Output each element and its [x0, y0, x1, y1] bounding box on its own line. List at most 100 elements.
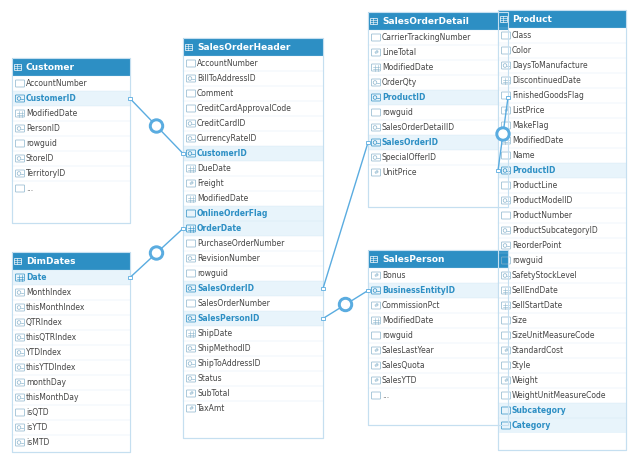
Text: OnlineOrderFlag: OnlineOrderFlag — [197, 209, 268, 218]
Text: Class: Class — [512, 31, 533, 40]
FancyBboxPatch shape — [183, 281, 323, 296]
Text: SalesOrderDetail: SalesOrderDetail — [382, 17, 469, 25]
FancyBboxPatch shape — [12, 76, 130, 91]
FancyBboxPatch shape — [12, 106, 130, 121]
FancyBboxPatch shape — [498, 163, 626, 178]
Text: TerritoryID: TerritoryID — [26, 169, 66, 178]
Circle shape — [153, 249, 160, 257]
Text: ProductModelID: ProductModelID — [512, 196, 572, 205]
FancyBboxPatch shape — [366, 289, 370, 292]
Text: BillToAddressID: BillToAddressID — [197, 74, 256, 83]
Text: CustomerID: CustomerID — [197, 149, 248, 158]
FancyBboxPatch shape — [181, 227, 185, 230]
FancyBboxPatch shape — [183, 236, 323, 251]
FancyBboxPatch shape — [183, 221, 323, 236]
FancyBboxPatch shape — [368, 12, 508, 207]
Text: SalesOrderID: SalesOrderID — [382, 138, 439, 147]
Text: ShipDate: ShipDate — [197, 329, 232, 338]
FancyBboxPatch shape — [128, 276, 132, 279]
Circle shape — [496, 127, 510, 141]
FancyBboxPatch shape — [366, 141, 370, 144]
FancyBboxPatch shape — [498, 73, 626, 88]
Text: isMTD: isMTD — [26, 438, 49, 447]
FancyBboxPatch shape — [368, 30, 508, 45]
FancyBboxPatch shape — [183, 116, 323, 131]
Text: SalesQuota: SalesQuota — [382, 361, 426, 370]
Text: CurrencyRateID: CurrencyRateID — [197, 134, 257, 143]
Text: rowguid: rowguid — [197, 269, 228, 278]
FancyBboxPatch shape — [498, 193, 626, 208]
Text: thisMonthDay: thisMonthDay — [26, 393, 80, 402]
FancyBboxPatch shape — [498, 418, 626, 433]
FancyBboxPatch shape — [183, 206, 323, 221]
Text: QTRIndex: QTRIndex — [26, 318, 63, 327]
Text: Weight: Weight — [512, 376, 539, 385]
Text: isQTD: isQTD — [26, 408, 49, 417]
FancyBboxPatch shape — [12, 91, 130, 106]
FancyBboxPatch shape — [12, 420, 130, 435]
Text: CommissionPct: CommissionPct — [382, 301, 440, 310]
FancyBboxPatch shape — [506, 96, 510, 99]
Text: ProductSubcategoryID: ProductSubcategoryID — [512, 226, 598, 235]
Text: TaxAmt: TaxAmt — [197, 404, 225, 413]
FancyBboxPatch shape — [12, 405, 130, 420]
Text: thisYTDIndex: thisYTDIndex — [26, 363, 76, 372]
FancyBboxPatch shape — [183, 311, 323, 326]
Text: SafetyStockLevel: SafetyStockLevel — [512, 271, 578, 280]
FancyBboxPatch shape — [181, 152, 185, 155]
FancyBboxPatch shape — [368, 388, 508, 403]
FancyBboxPatch shape — [368, 373, 508, 388]
FancyBboxPatch shape — [183, 386, 323, 401]
Text: Comment: Comment — [197, 89, 234, 98]
FancyBboxPatch shape — [183, 56, 323, 71]
FancyBboxPatch shape — [498, 358, 626, 373]
Text: ProductNumber: ProductNumber — [512, 211, 572, 220]
Text: LineTotal: LineTotal — [382, 48, 416, 57]
FancyBboxPatch shape — [12, 285, 130, 300]
Text: DaysToManufacture: DaysToManufacture — [512, 61, 587, 70]
Text: #: # — [374, 273, 379, 278]
FancyBboxPatch shape — [496, 169, 500, 172]
Text: #: # — [504, 378, 509, 383]
FancyBboxPatch shape — [12, 136, 130, 151]
FancyBboxPatch shape — [498, 298, 626, 313]
Text: isYTD: isYTD — [26, 423, 47, 432]
Text: #: # — [374, 348, 379, 353]
Text: Color: Color — [512, 46, 532, 55]
Circle shape — [341, 300, 350, 308]
Text: #: # — [374, 170, 379, 175]
Text: DueDate: DueDate — [197, 164, 231, 173]
FancyBboxPatch shape — [498, 313, 626, 328]
Text: SalesLastYear: SalesLastYear — [382, 346, 435, 355]
FancyBboxPatch shape — [183, 38, 323, 56]
Text: Category: Category — [512, 421, 551, 430]
Text: #: # — [374, 50, 379, 55]
Text: SellEndDate: SellEndDate — [512, 286, 558, 295]
Text: StandardCost: StandardCost — [512, 346, 564, 355]
Text: #: # — [374, 303, 379, 308]
FancyBboxPatch shape — [321, 317, 325, 320]
Text: SalesYTD: SalesYTD — [382, 376, 418, 385]
Text: ShipToAddressID: ShipToAddressID — [197, 359, 261, 368]
FancyBboxPatch shape — [368, 283, 508, 298]
FancyBboxPatch shape — [498, 58, 626, 73]
FancyBboxPatch shape — [12, 375, 130, 390]
Text: ShipMethodID: ShipMethodID — [197, 344, 251, 353]
Text: MakeFlag: MakeFlag — [512, 121, 548, 130]
FancyBboxPatch shape — [128, 97, 132, 100]
Text: SellStartDate: SellStartDate — [512, 301, 563, 310]
Text: YTDIndex: YTDIndex — [26, 348, 62, 357]
Circle shape — [150, 119, 163, 133]
Text: OrderDate: OrderDate — [197, 224, 242, 233]
Text: MonthIndex: MonthIndex — [26, 288, 71, 297]
FancyBboxPatch shape — [12, 270, 130, 285]
FancyBboxPatch shape — [183, 176, 323, 191]
FancyBboxPatch shape — [183, 131, 323, 146]
FancyBboxPatch shape — [183, 371, 323, 386]
FancyBboxPatch shape — [498, 43, 626, 58]
FancyBboxPatch shape — [498, 133, 626, 148]
FancyBboxPatch shape — [12, 58, 130, 76]
FancyBboxPatch shape — [498, 103, 626, 118]
FancyBboxPatch shape — [183, 356, 323, 371]
Circle shape — [338, 298, 353, 312]
